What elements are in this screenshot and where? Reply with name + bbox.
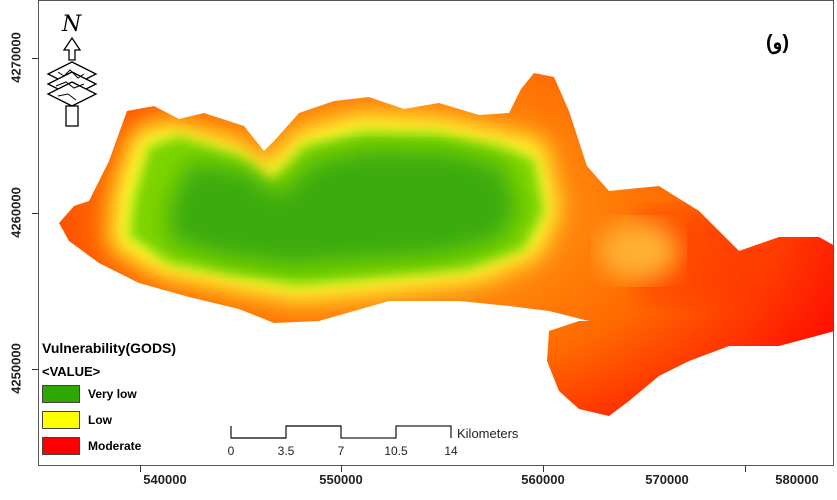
- legend-label: Very low: [88, 387, 137, 401]
- y-tick-label: 4270000: [8, 32, 24, 83]
- x-tick-label: 580000: [775, 472, 819, 487]
- scale-unit: Kilometers: [457, 426, 519, 441]
- legend-item-very-low: Very low: [42, 385, 176, 403]
- north-arrow: N: [44, 12, 100, 130]
- north-arrow-icon: [46, 36, 98, 127]
- legend-label: Low: [88, 413, 112, 427]
- legend: Vulnerability(GODS) <VALUE> Very low Low…: [42, 340, 176, 463]
- x-tick-label: 550000: [319, 472, 363, 487]
- scale-label: 10.5: [384, 444, 408, 458]
- y-tick-label: 4260000: [8, 187, 24, 238]
- x-tick-label: 560000: [521, 472, 565, 487]
- vulnerability-map: [59, 73, 833, 416]
- scale-label: 7: [337, 444, 345, 458]
- legend-swatch: [42, 411, 80, 429]
- legend-item-low: Low: [42, 411, 176, 429]
- legend-swatch: [42, 385, 80, 403]
- legend-title: Vulnerability(GODS): [42, 340, 177, 356]
- scale-label: 3.5: [277, 444, 295, 458]
- legend-subtitle: <VALUE>: [42, 364, 101, 379]
- panel-label: (و): [765, 32, 789, 54]
- x-tick-label: 570000: [645, 472, 689, 487]
- scale-label: 0: [227, 444, 235, 458]
- legend-item-moderate: Moderate: [42, 437, 176, 455]
- y-tick-label: 4250000: [8, 343, 24, 394]
- scale-bar-graphic: [230, 425, 452, 439]
- scale-label: 14: [444, 444, 458, 458]
- map-frame: [38, 0, 834, 466]
- legend-label: Moderate: [88, 439, 142, 453]
- north-label: N: [62, 12, 82, 37]
- x-tick-label: 540000: [143, 472, 187, 487]
- legend-swatch: [42, 437, 80, 455]
